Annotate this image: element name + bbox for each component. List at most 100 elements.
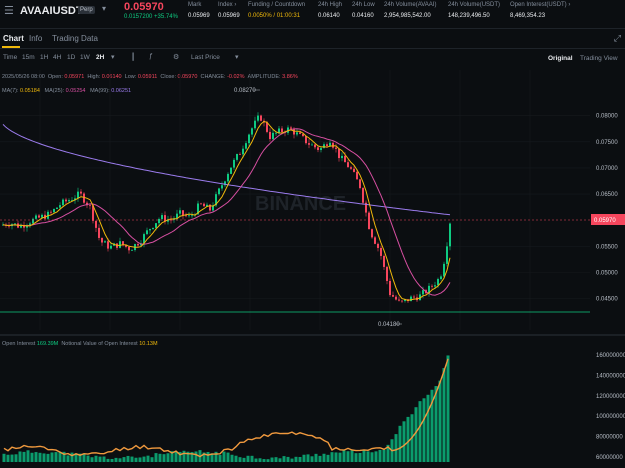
expand-icon[interactable]: ⤢	[613, 33, 621, 43]
candle-body	[392, 295, 394, 297]
tab-trading-data[interactable]: Trading Data	[52, 34, 98, 43]
candle-body	[398, 299, 400, 301]
candle-body	[431, 285, 433, 287]
candle-body	[131, 249, 133, 251]
oi-bar	[18, 451, 22, 462]
oi-bar	[310, 456, 314, 462]
oi-bar	[362, 450, 366, 462]
chevron-down-icon[interactable]: ▾	[111, 54, 115, 61]
symbol-name[interactable]: AVAAIUSDT	[20, 5, 83, 17]
interval-2h[interactable]: 2H	[96, 54, 105, 61]
price-axis-label: 0.06500	[596, 192, 618, 198]
candle-body	[161, 215, 163, 220]
candle-body	[23, 225, 25, 228]
candle-body	[260, 115, 262, 121]
oi-bar	[274, 457, 278, 462]
candle-body	[440, 276, 442, 280]
price-axis-label: 0.05000	[596, 270, 618, 276]
candle-body	[179, 210, 181, 214]
ma99-line	[2, 124, 451, 216]
interval-1d[interactable]: 1D	[67, 54, 76, 61]
candle-body	[137, 244, 139, 246]
candle-body	[251, 128, 253, 135]
price-axis[interactable]: 0.08000 0.07500 0.07000 0.06500 0.05500 0.050…	[596, 114, 618, 303]
oi-bar	[278, 458, 282, 462]
open-label: Open:	[47, 74, 63, 80]
candle-body	[152, 227, 154, 230]
oi-bar	[386, 444, 390, 462]
candle-body	[446, 246, 448, 264]
oi-bar	[30, 452, 34, 462]
tab-info[interactable]: Info	[29, 34, 43, 43]
oi-bar	[50, 452, 54, 462]
view-tradingview[interactable]: Trading View	[580, 55, 618, 62]
ma25-value: 0.05254	[65, 88, 86, 94]
active-tab-indicator	[2, 46, 20, 48]
oi-bar	[242, 457, 246, 462]
last-price: 0.05970	[124, 1, 164, 13]
high-label: High:	[87, 74, 101, 80]
tab-type[interactable]: Last Price	[191, 54, 220, 61]
stat-label-index[interactable]: Index ›	[218, 2, 237, 8]
oi-bar	[394, 434, 398, 462]
candle-body	[143, 234, 145, 244]
candle-type-icon[interactable]: ┃	[131, 54, 136, 61]
chevron-down-icon[interactable]: ▾	[102, 4, 107, 13]
candle-body	[167, 219, 169, 222]
stat-value-index: 0.05969	[218, 13, 240, 19]
chevron-down-icon[interactable]: ▾	[235, 54, 239, 61]
time-label: Time	[3, 54, 18, 61]
candle-body	[53, 208, 55, 213]
oi-bar	[126, 455, 130, 462]
price-axis-label: 0.07500	[596, 140, 618, 146]
candle-body	[191, 215, 193, 217]
candle-body	[278, 128, 280, 133]
oi-bar	[82, 454, 86, 462]
ma25-line	[2, 128, 451, 296]
open-interest-axis: 160000000 140000000 120000000 100000000 8000…	[596, 353, 625, 461]
candle-body	[149, 229, 151, 231]
stat-value-24h-volume-usdt: 148,239,496.50	[448, 13, 490, 19]
candle-body	[419, 294, 421, 301]
oi-bar	[170, 451, 174, 462]
candle-body	[65, 199, 67, 202]
candle-body	[14, 223, 16, 225]
high-marker: 0.08270	[234, 88, 256, 94]
stat-label-open-interest[interactable]: Open Interest(USDT) ›	[510, 2, 571, 8]
candle-body	[74, 198, 76, 201]
stat-value-24h-volume-base: 2,954,985,542.00	[384, 13, 431, 19]
view-original[interactable]: Original	[548, 55, 573, 62]
oi-label: Open Interest	[2, 341, 36, 347]
oi-value: 169.39M	[36, 341, 59, 347]
candle-body	[119, 241, 121, 248]
candle-body	[209, 204, 211, 211]
oi-bar	[258, 458, 262, 462]
oi-bar	[130, 456, 134, 462]
candle-body	[158, 219, 160, 224]
candle-body	[413, 296, 415, 298]
candle-body	[299, 132, 301, 134]
candle-body	[383, 255, 385, 267]
oi-bar	[230, 454, 234, 462]
candle-body	[59, 205, 61, 208]
oi-bar	[346, 451, 350, 462]
menu-icon[interactable]: ☰	[4, 5, 14, 17]
candle-body	[203, 203, 205, 207]
candle-body	[80, 191, 82, 194]
indicator-icon[interactable]: ƒ	[149, 53, 153, 60]
oi-bar	[206, 451, 210, 462]
candle-body	[410, 296, 412, 302]
oi-bar	[202, 452, 206, 462]
oi-bar	[350, 450, 354, 462]
tab-chart[interactable]: Chart	[3, 34, 24, 43]
interval-1w[interactable]: 1W	[80, 54, 90, 61]
settings-icon[interactable]: ⚙	[173, 54, 180, 61]
candles	[2, 112, 451, 304]
candle-body	[344, 155, 346, 163]
oi-bar	[402, 421, 406, 462]
interval-4h[interactable]: 4H	[53, 54, 62, 61]
ma99-value: 0.06251	[111, 88, 132, 94]
interval-15m[interactable]: 15m	[22, 54, 35, 61]
interval-1h[interactable]: 1H	[40, 54, 49, 61]
